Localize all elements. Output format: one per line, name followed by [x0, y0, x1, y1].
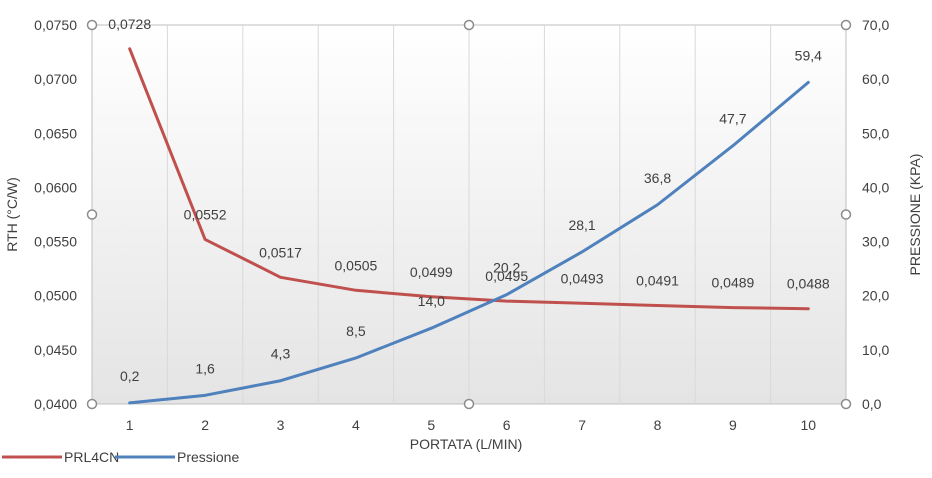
y-right-tick-label: 40,0 [862, 179, 889, 195]
y-left-tick-label: 0,0750 [34, 17, 77, 33]
data-label: 59,4 [795, 47, 822, 63]
data-label: 0,0517 [259, 244, 302, 260]
legend-label: PRL4CN [64, 449, 119, 465]
data-label: 0,0488 [787, 276, 830, 292]
resize-handle [86, 19, 98, 31]
resize-handle [840, 209, 852, 220]
y-right-tick-label: 50,0 [862, 125, 889, 141]
x-tick-label: 8 [654, 417, 662, 433]
y-right-tick-label: 30,0 [862, 234, 889, 250]
data-label: 0,0505 [334, 257, 377, 273]
legend-label: Pressione [177, 449, 239, 465]
y-left-tick-label: 0,0550 [34, 234, 77, 250]
y-right-tick-label: 10,0 [862, 342, 889, 358]
y-left-tick-label: 0,0500 [34, 288, 77, 304]
data-label: 28,1 [568, 217, 595, 233]
data-label: 1,6 [195, 360, 215, 376]
series-line-prl4cn [128, 47, 810, 311]
data-label: 0,0552 [184, 206, 227, 222]
data-label: 20,2 [493, 260, 520, 276]
y-right-tick-label: 20,0 [862, 288, 889, 304]
data-label: 0,2 [120, 368, 140, 384]
y-left-tick-label: 0,0700 [34, 71, 77, 87]
data-label: 8,5 [346, 323, 366, 339]
x-tick-label: 4 [352, 417, 360, 433]
y-left-tick-label: 0,0450 [34, 342, 77, 358]
data-label: 36,8 [644, 170, 671, 186]
x-tick-label: 10 [801, 417, 817, 433]
y-right-axis-title: PRESSIONE (KPA) [907, 154, 923, 276]
data-label: 0,0728 [108, 16, 151, 32]
data-label: 0,0491 [636, 272, 679, 288]
x-tick-label: 3 [277, 417, 285, 433]
x-tick-label: 2 [201, 417, 209, 433]
y-left-tick-label: 0,0400 [34, 396, 77, 412]
y-right-tick-label: 60,0 [862, 71, 889, 87]
resize-handle [463, 19, 475, 31]
y-right-tick-label: 70,0 [862, 17, 889, 33]
data-label: 0,0495 [485, 268, 528, 284]
y-left-axis-title: RTH (°C/W) [4, 177, 20, 252]
resize-handle [840, 398, 852, 410]
resize-handle [86, 398, 98, 410]
resize-handle [86, 209, 98, 220]
y-left-tick-label: 0,0600 [34, 179, 77, 195]
data-label: 0,0489 [711, 275, 754, 291]
y-left-tick-label: 0,0650 [34, 125, 77, 141]
data-label: 4,3 [271, 346, 291, 362]
data-label: 0,0493 [561, 270, 604, 286]
data-label: 47,7 [719, 111, 746, 127]
y-right-tick-label: 0,0 [862, 396, 882, 412]
x-axis-title: PORTATA (L/MIN) [410, 436, 523, 452]
x-tick-label: 7 [578, 417, 586, 433]
series-line-pressione [128, 80, 810, 405]
x-tick-label: 9 [729, 417, 737, 433]
data-label: 0,0499 [410, 264, 453, 280]
x-tick-label: 6 [503, 417, 511, 433]
data-label: 14,0 [418, 293, 445, 309]
x-tick-label: 1 [126, 417, 134, 433]
x-tick-label: 5 [427, 417, 435, 433]
resize-handle [463, 398, 475, 410]
resize-handle [840, 19, 852, 31]
